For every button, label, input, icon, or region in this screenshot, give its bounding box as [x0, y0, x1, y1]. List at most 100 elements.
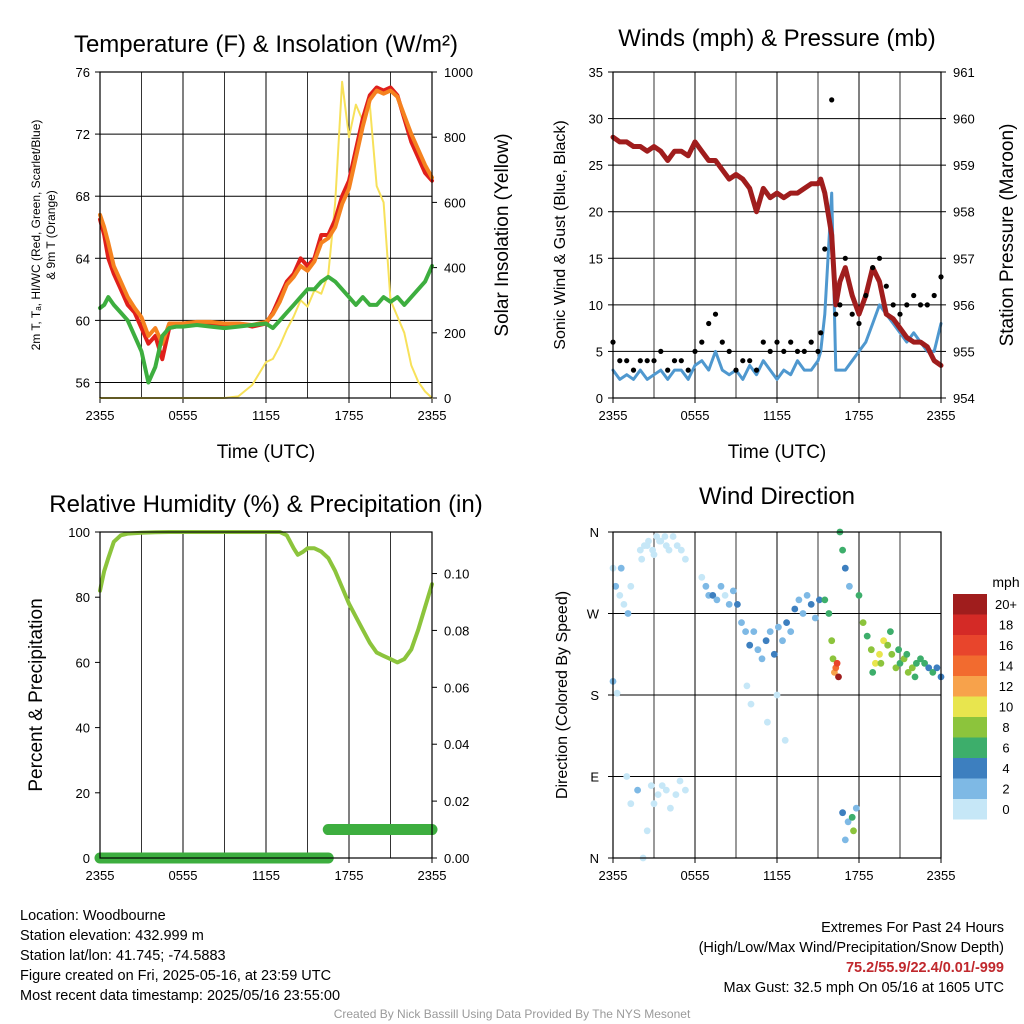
winds-gust-point	[719, 339, 725, 345]
direction-point	[933, 664, 941, 672]
direction-point	[904, 669, 912, 676]
speed-legend-label: 6	[1002, 741, 1009, 756]
winds-ytick-left-label: 5	[596, 344, 603, 359]
direction-point	[855, 592, 863, 599]
humidity-xtick-label: 1755	[335, 868, 364, 883]
direction-point	[846, 582, 853, 590]
direction-point	[667, 804, 674, 812]
direction-point	[859, 619, 867, 626]
direction-point	[839, 809, 846, 817]
direction-point	[661, 533, 669, 540]
winds-gust-point	[644, 358, 650, 364]
direction-point	[908, 664, 916, 672]
direction-point	[725, 601, 733, 608]
direction-point	[835, 673, 842, 681]
speed-legend-label: 0	[1002, 802, 1009, 817]
direction-point	[643, 827, 651, 835]
location-text: Location: Woodbourne	[20, 908, 166, 924]
speed-legend-swatch	[953, 655, 987, 676]
winds-ytick-right-label: 954	[953, 391, 975, 406]
direction-point	[742, 628, 749, 635]
credit-text: Created By Nick Bassill Using Data Provi…	[333, 1007, 691, 1021]
winds-gust-point	[822, 246, 828, 252]
winds-xtick-label: 1155	[763, 408, 791, 423]
temperature-ytick-left-label: 72	[76, 127, 90, 142]
recent-data-text: Most recent data timestamp: 2025/05/16 2…	[20, 988, 341, 1004]
direction-point	[682, 786, 689, 794]
temperature-ylabel-left-1: 2m T, Tₐ, HI/WC (Red, Green, Scarlet/Blu…	[29, 120, 43, 351]
direction-point	[850, 827, 857, 835]
winds-ytick-right-label: 960	[953, 112, 975, 127]
direction-xtick-label: 1155	[763, 868, 791, 883]
direction-point	[673, 542, 681, 549]
direction-point	[880, 637, 887, 645]
winds-gust-point	[740, 358, 746, 364]
temperature-series-green	[98, 264, 434, 385]
direction-point	[839, 546, 846, 554]
temperature-xtick-label: 1155	[252, 408, 280, 423]
direction-xtick-label: 2355	[599, 868, 628, 883]
direction-point	[750, 628, 758, 635]
direction-point	[620, 601, 628, 608]
winds-gust-point	[767, 348, 773, 354]
winds-gust-point	[870, 265, 876, 271]
temperature-xtick-label: 2355	[418, 408, 447, 423]
extremes-info: Extremes For Past 24 Hours (High/Low/Max…	[699, 918, 1004, 998]
winds-frame	[612, 71, 942, 399]
direction-point	[791, 605, 799, 613]
direction-point	[887, 628, 894, 635]
extremes-title: Extremes For Past 24 Hours	[821, 920, 1004, 936]
humidity-frame	[99, 531, 433, 859]
temperature-ytick-left-label: 60	[76, 313, 90, 328]
winds-gust-point	[781, 348, 787, 354]
direction-point	[672, 791, 680, 798]
winds-gust-point	[774, 339, 780, 345]
winds-xtick-label: 1755	[845, 408, 874, 423]
direction-point	[766, 628, 774, 635]
direction-point	[612, 582, 620, 590]
direction-point	[662, 542, 670, 549]
winds-ytick-left-label: 20	[589, 205, 603, 220]
speed-legend-swatch	[953, 737, 987, 758]
winds-gust-point	[617, 358, 623, 364]
speed-legend-swatch	[953, 778, 987, 799]
winds-gust-point	[747, 358, 753, 364]
temperature-ytick-left-label: 64	[76, 251, 90, 266]
direction-frame	[612, 531, 942, 859]
speed-legend-label: 2	[1002, 782, 1009, 797]
winds-gust-point	[637, 358, 643, 364]
winds-gust-point	[815, 348, 821, 354]
direction-point	[677, 546, 685, 554]
direction-point	[877, 659, 885, 667]
winds-ytick-left-label: 30	[589, 112, 603, 127]
direction-point	[828, 637, 836, 645]
direction-point	[770, 650, 778, 658]
direction-point	[650, 551, 658, 558]
speed-legend: mph 20+ 18 16 14 12 10 8 6 4 2 0	[953, 574, 1020, 820]
winds-gust-point	[829, 97, 835, 103]
direction-point	[669, 533, 677, 540]
direction-point	[781, 736, 789, 744]
temperature-ytick-right-label: 600	[444, 195, 466, 210]
temperature-xtick-label: 1755	[335, 408, 364, 423]
direction-point	[888, 650, 896, 658]
speed-legend-swatch	[953, 614, 987, 635]
winds-gust-point	[692, 348, 698, 354]
winds-gust-point	[876, 255, 883, 261]
direction-point	[841, 564, 849, 572]
direction-ytick-label: E	[590, 770, 599, 785]
winds-gust-point	[863, 292, 869, 299]
direction-point	[863, 632, 871, 640]
direction-point	[650, 800, 658, 808]
winds-gust-point	[911, 292, 917, 299]
humidity-title: Relative Humidity (%) & Precipitation (i…	[49, 491, 482, 518]
winds-gust-point	[630, 367, 637, 373]
humidity-xtick-label: 2355	[86, 868, 115, 883]
direction-point	[758, 655, 766, 663]
speed-legend-label: 14	[999, 659, 1013, 674]
humidity-ytick-left-label: 60	[76, 655, 90, 670]
winds-gust-point	[671, 358, 678, 364]
winds-xtick-label: 2355	[599, 408, 628, 423]
direction-point	[647, 782, 655, 789]
direction-point	[676, 777, 684, 785]
